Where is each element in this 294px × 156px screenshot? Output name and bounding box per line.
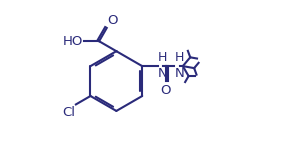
Text: Cl: Cl — [62, 106, 75, 119]
Text: H: H — [175, 51, 184, 64]
Text: N: N — [158, 67, 168, 80]
Text: N: N — [175, 67, 184, 80]
Text: H: H — [158, 51, 167, 64]
Text: O: O — [160, 84, 171, 97]
Text: O: O — [108, 14, 118, 27]
Text: HO: HO — [63, 35, 83, 48]
